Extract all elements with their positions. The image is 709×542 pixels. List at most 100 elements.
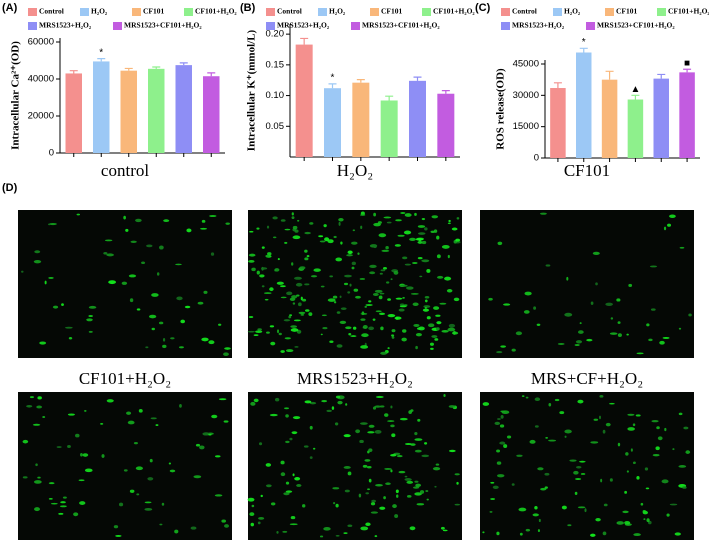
cell (248, 315, 254, 319)
y-tick-label: 0 (534, 153, 539, 164)
cell (86, 318, 93, 322)
legend-label: CF101+H₂O₂ (668, 7, 709, 16)
cell (302, 504, 306, 508)
cell (433, 306, 440, 310)
cell (496, 531, 500, 536)
cell (84, 468, 93, 473)
cell (218, 398, 227, 401)
cell (640, 502, 644, 506)
cell (360, 526, 369, 531)
micrograph (480, 392, 694, 540)
cell (603, 503, 608, 507)
cell (286, 291, 293, 296)
cell (602, 531, 607, 536)
cell (592, 251, 600, 256)
cell (136, 308, 141, 311)
cell (347, 250, 353, 255)
cell (186, 228, 192, 233)
cell (409, 237, 416, 241)
cell (669, 503, 678, 506)
cell (683, 426, 689, 430)
cell (666, 513, 670, 517)
cell (349, 283, 352, 287)
cell (129, 489, 135, 493)
cell (296, 294, 300, 297)
cell (345, 403, 348, 406)
cell (428, 323, 435, 328)
cell (253, 398, 259, 403)
cell (373, 212, 377, 217)
cell (605, 422, 611, 427)
cell (32, 423, 41, 426)
cell (352, 326, 357, 330)
cell (387, 298, 392, 301)
cell (417, 256, 423, 260)
cell (584, 508, 587, 513)
cell (289, 523, 298, 526)
cell (367, 431, 375, 434)
cell (431, 215, 439, 219)
cell (174, 529, 179, 534)
cell (682, 486, 687, 489)
cell (435, 463, 440, 466)
cell (321, 399, 327, 403)
bar (601, 79, 618, 158)
cell (414, 492, 422, 496)
bar (576, 52, 592, 159)
cell (39, 341, 47, 345)
cell (636, 476, 640, 480)
cell (319, 240, 326, 243)
cell (284, 407, 289, 410)
cell (364, 305, 368, 308)
cell (108, 280, 116, 285)
cell (413, 323, 420, 327)
cell (379, 506, 386, 510)
cell (424, 299, 428, 303)
cell (448, 219, 451, 223)
cell (523, 310, 530, 314)
cell (175, 263, 182, 266)
cell (447, 254, 450, 259)
cell (398, 470, 406, 474)
cell (33, 480, 42, 484)
cell (440, 526, 445, 530)
image-caption: MRS+CF+H₂O₂ (531, 369, 643, 388)
cell (269, 287, 274, 292)
image-caption: MRS1523+H₂O₂ (297, 369, 413, 388)
cell (577, 399, 584, 404)
bar (295, 44, 313, 158)
cell (366, 465, 372, 469)
legend-label: MRS1523+CF101+H₂O₂ (597, 21, 675, 30)
cell (367, 488, 370, 491)
cell (633, 533, 641, 537)
y-tick-label: 0 (49, 148, 54, 159)
cell (133, 441, 138, 445)
cell (534, 506, 538, 510)
cell (255, 330, 263, 333)
cell (29, 396, 34, 399)
cell (159, 523, 163, 526)
cell (351, 241, 358, 245)
cell (284, 241, 288, 244)
cell (179, 346, 184, 349)
cell (56, 446, 62, 449)
cell (128, 274, 137, 278)
legend-label: MRS1523+H₂O₂ (512, 21, 565, 30)
legend-label: CF101+H₂O₂ (433, 7, 475, 16)
cell (256, 227, 260, 230)
cell (649, 265, 658, 268)
cell (537, 467, 544, 471)
cell (291, 212, 294, 216)
cell (519, 532, 523, 536)
cell (586, 338, 593, 342)
cell (579, 322, 582, 325)
cell (390, 454, 397, 457)
cell (348, 333, 352, 336)
cell (340, 307, 347, 310)
cell (374, 535, 378, 538)
legend-label: MRS1523+CF101+H₂O₂ (124, 21, 202, 30)
cell (391, 336, 395, 339)
cell (567, 524, 572, 527)
cell (448, 323, 456, 328)
cell (590, 301, 594, 305)
